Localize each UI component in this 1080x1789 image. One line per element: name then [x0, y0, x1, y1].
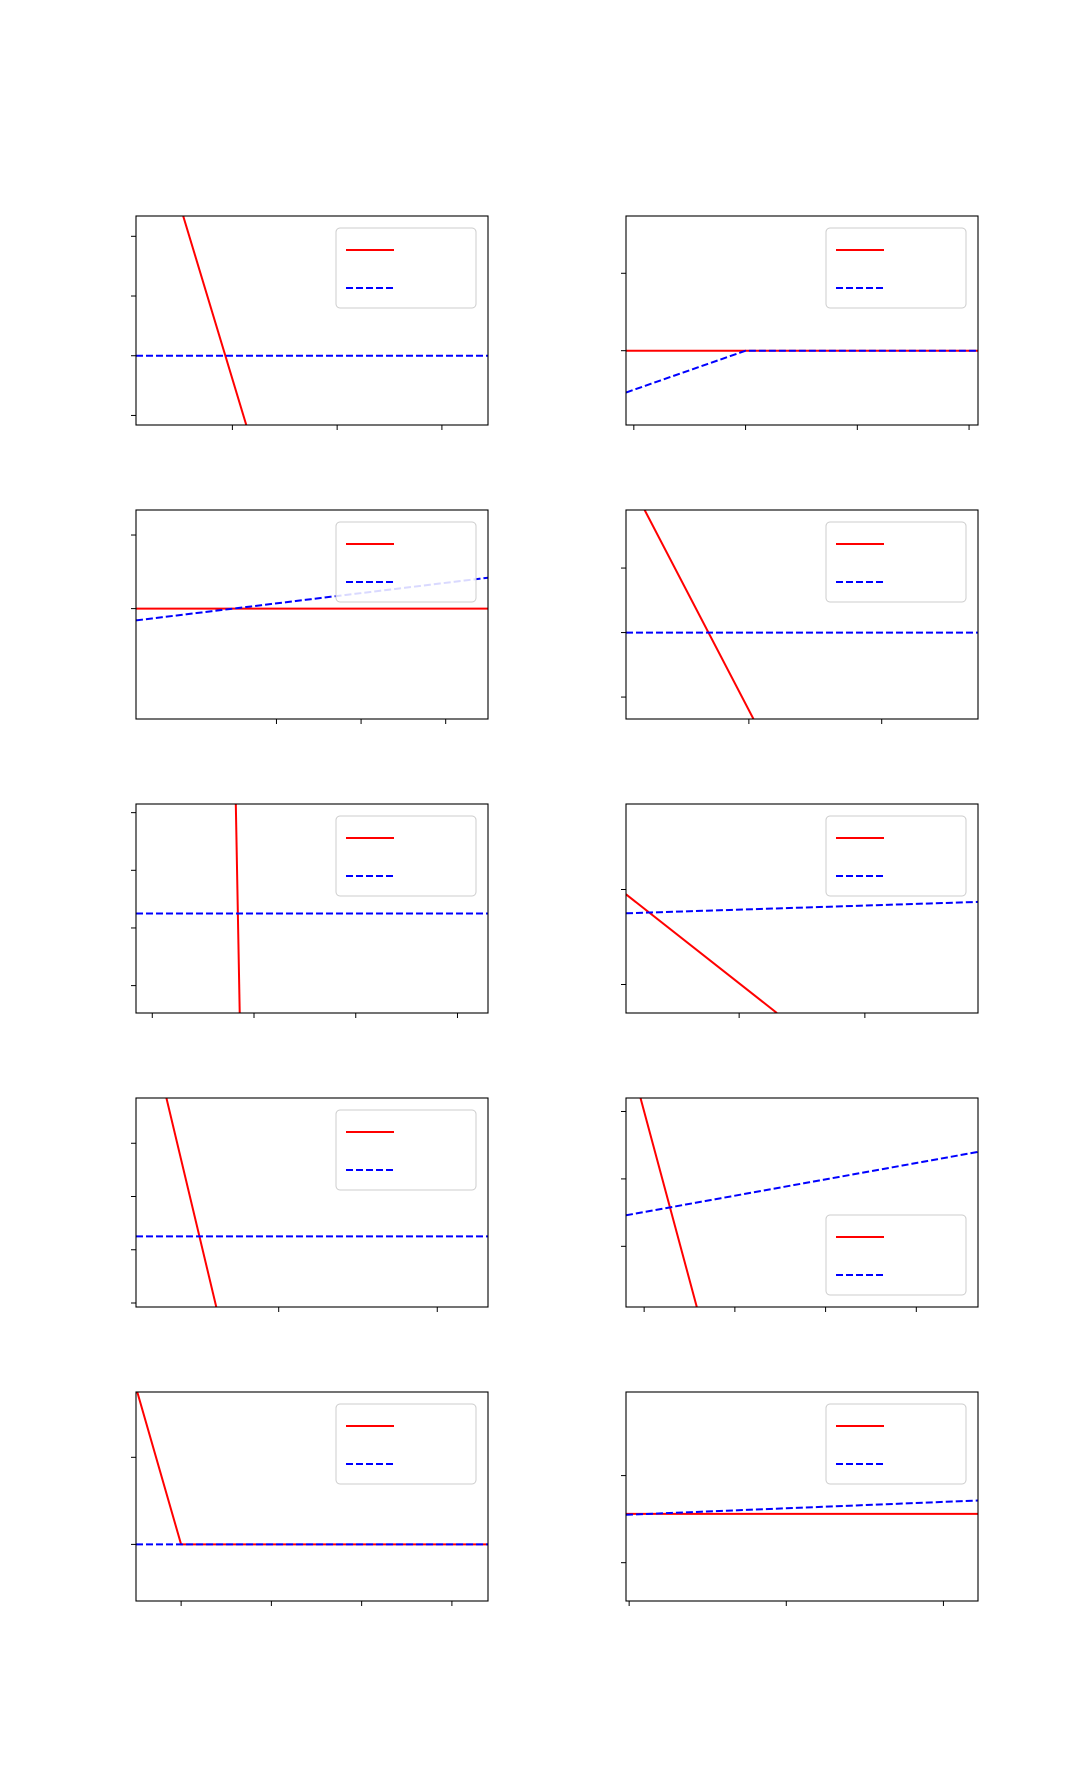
subplot-10: [621, 1391, 979, 1606]
subplot-grid: [131, 215, 979, 1606]
series-group: [626, 510, 978, 719]
legend-box: [335, 1403, 477, 1485]
axes-frame: [625, 509, 979, 720]
series-group: [136, 1098, 488, 1307]
legend-box: [825, 521, 967, 603]
subplot-3: [131, 509, 489, 724]
subplot-8: [621, 1097, 979, 1312]
series-line-frr: [165, 1098, 218, 1307]
axes-frame: [135, 1391, 489, 1602]
series-line-far: [626, 349, 978, 394]
axes-frame: [135, 215, 489, 426]
subplot-9: [131, 1391, 489, 1606]
legend-box: [335, 815, 477, 897]
series-group: [136, 804, 488, 1013]
series-line-frr: [643, 510, 755, 719]
series-line-frr: [182, 216, 248, 425]
axes-frame: [625, 215, 979, 426]
series-group: [626, 893, 978, 1013]
legend: [825, 815, 967, 897]
legend: [335, 815, 477, 897]
subplot-4: [621, 509, 979, 724]
series-group: [626, 1098, 978, 1307]
subplot-7: [131, 1097, 489, 1312]
legend: [825, 1403, 967, 1485]
series-line-far: [626, 1499, 978, 1516]
legend: [825, 1214, 967, 1296]
legend: [335, 1109, 477, 1191]
series-group: [626, 1499, 978, 1516]
axes-frame: [625, 1097, 979, 1308]
legend-box: [335, 1109, 477, 1191]
axes-frame: [625, 1391, 979, 1602]
legend: [335, 227, 477, 309]
legend-box: [825, 815, 967, 897]
legend: [335, 1403, 477, 1485]
series-group: [136, 216, 488, 425]
legend-box: [825, 1403, 967, 1485]
legend-box: [335, 227, 477, 309]
series-line-frr: [626, 893, 778, 1013]
subplot-1: [131, 215, 489, 430]
legend-box: [335, 521, 477, 603]
legend-box: [825, 227, 967, 309]
axes-frame: [135, 1097, 489, 1308]
subplot-5: [131, 803, 489, 1018]
legend: [825, 227, 967, 309]
axes-frame: [135, 803, 489, 1014]
legend: [825, 521, 967, 603]
axes-frame: [625, 803, 979, 1014]
legend-box: [825, 1214, 967, 1296]
subplot-6: [621, 803, 979, 1018]
axes-frame: [135, 509, 489, 720]
series-line-frr: [639, 1098, 698, 1307]
legend: [335, 521, 477, 603]
subplot-2: [621, 215, 979, 430]
series-line-frr: [234, 804, 241, 1013]
series-group: [136, 1392, 488, 1546]
series-group: [626, 349, 978, 394]
series-line-far: [626, 900, 978, 915]
